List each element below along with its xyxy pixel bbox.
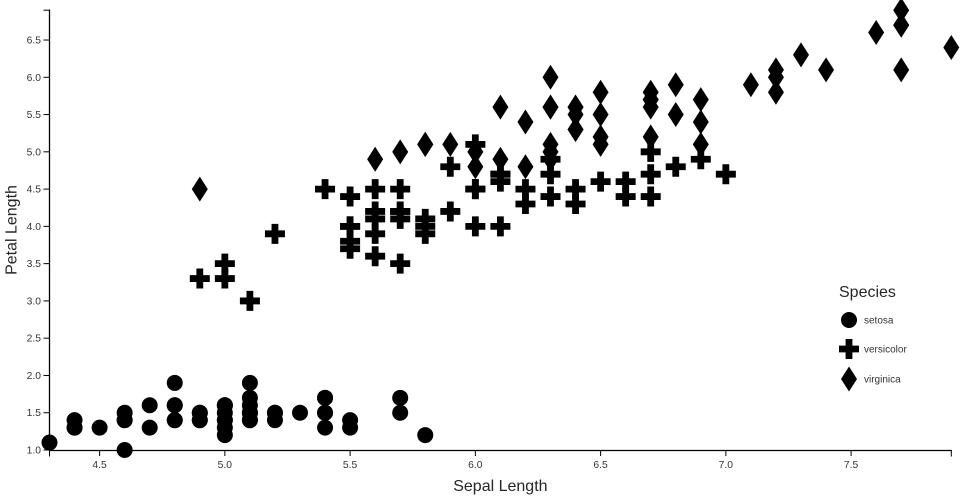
svg-text:7.5: 7.5 (844, 460, 859, 471)
svg-text:3.0: 3.0 (27, 296, 42, 307)
svg-text:versicolor: versicolor (864, 345, 907, 356)
svg-text:6.0: 6.0 (27, 73, 42, 84)
svg-text:4.0: 4.0 (27, 222, 42, 233)
svg-text:1.5: 1.5 (27, 408, 42, 419)
svg-text:virginica: virginica (864, 375, 901, 386)
svg-text:5.5: 5.5 (343, 460, 358, 471)
svg-text:7.0: 7.0 (719, 460, 734, 471)
svg-text:1.0: 1.0 (27, 446, 42, 457)
svg-text:5.0: 5.0 (27, 147, 42, 158)
svg-text:4.5: 4.5 (92, 460, 107, 471)
svg-text:6.0: 6.0 (468, 460, 483, 471)
svg-text:5.0: 5.0 (218, 460, 233, 471)
svg-text:6.5: 6.5 (593, 460, 608, 471)
svg-text:6.5: 6.5 (27, 36, 42, 47)
svg-text:4.5: 4.5 (27, 185, 42, 196)
svg-text:Species: Species (839, 284, 896, 301)
svg-text:Sepal Length: Sepal Length (453, 478, 547, 495)
svg-text:2.5: 2.5 (27, 334, 42, 345)
svg-text:3.5: 3.5 (27, 259, 42, 270)
svg-text:5.5: 5.5 (27, 110, 42, 121)
svg-text:2.0: 2.0 (27, 371, 42, 382)
svg-text:Petal Length: Petal Length (4, 185, 21, 275)
svg-text:setosa: setosa (864, 316, 894, 327)
